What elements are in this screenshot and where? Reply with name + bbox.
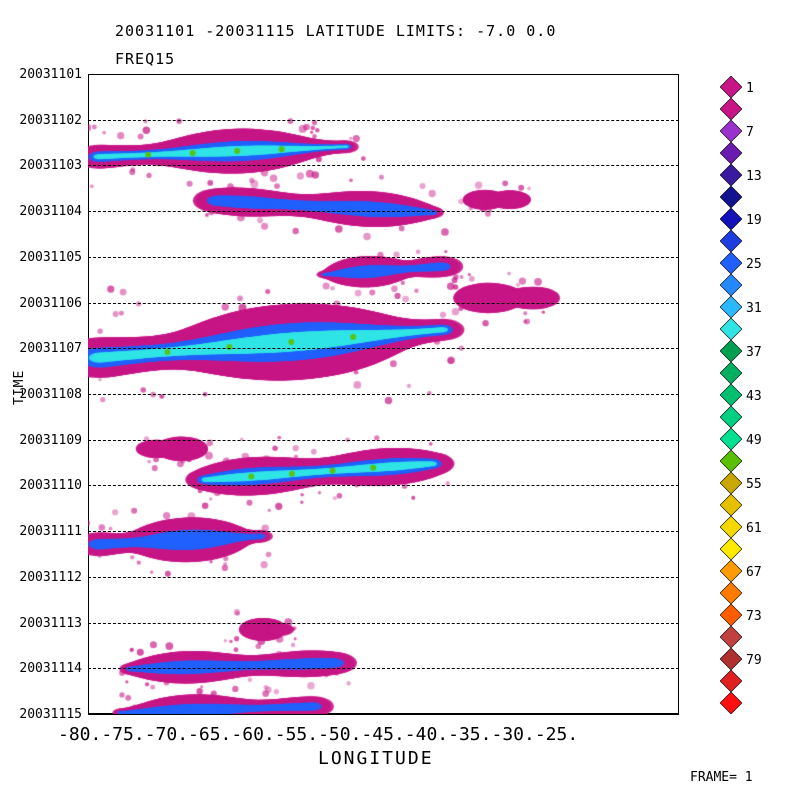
colorbar-swatch xyxy=(720,362,742,384)
gridline xyxy=(88,485,679,486)
colorbar-tick: 73 xyxy=(746,609,762,624)
colorbar-swatch xyxy=(720,670,742,692)
colorbar-tick: 55 xyxy=(746,477,762,492)
y-tick-label: 20031113 xyxy=(12,616,82,631)
colorbar-swatch xyxy=(720,582,742,604)
colorbar-swatch xyxy=(720,406,742,428)
colorbar-tick: 1 xyxy=(746,81,754,96)
y-tick-label: 20031106 xyxy=(12,296,82,311)
y-tick-label: 20031101 xyxy=(12,67,82,82)
colorbar: 1 7 13 19 25 31 37 43 49 55 61 67 73 79 xyxy=(720,76,790,714)
colorbar-swatch xyxy=(720,604,742,626)
y-tick-label: 20031112 xyxy=(12,570,82,585)
colorbar-swatch xyxy=(720,538,742,560)
gridline xyxy=(88,303,679,304)
y-tick-label: 20031104 xyxy=(12,204,82,219)
colorbar-tick: 67 xyxy=(746,565,762,580)
colorbar-swatch xyxy=(720,274,742,296)
colorbar-swatch xyxy=(720,318,742,340)
y-tick-label: 20031110 xyxy=(12,478,82,493)
colorbar-swatch xyxy=(720,230,742,252)
y-tick-label: 20031109 xyxy=(12,433,82,448)
y-tick-label: 20031102 xyxy=(12,113,82,128)
colorbar-tick: 37 xyxy=(746,345,762,360)
colorbar-swatch xyxy=(720,648,742,670)
colorbar-swatch xyxy=(720,560,742,582)
colorbar-swatch xyxy=(720,384,742,406)
gridline xyxy=(88,714,679,715)
colorbar-tick: 25 xyxy=(746,257,762,272)
gridline xyxy=(88,74,679,75)
colorbar-tick: 31 xyxy=(746,301,762,316)
colorbar-swatch xyxy=(720,340,742,362)
colorbar-tick: 49 xyxy=(746,433,762,448)
x-axis-label: LONGITUDE xyxy=(318,748,434,769)
colorbar-swatch xyxy=(720,76,742,98)
colorbar-tick: 61 xyxy=(746,521,762,536)
colorbar-swatch xyxy=(720,252,742,274)
colorbar-swatch xyxy=(720,472,742,494)
y-tick-label: 20031115 xyxy=(12,707,82,722)
colorbar-swatch xyxy=(720,186,742,208)
y-tick-label: 20031107 xyxy=(12,341,82,356)
chart-title: 20031101 -20031115 LATITUDE LIMITS: -7.0… xyxy=(115,22,556,40)
colorbar-swatch xyxy=(720,516,742,538)
colorbar-swatch xyxy=(720,428,742,450)
gridline xyxy=(88,257,679,258)
colorbar-swatch xyxy=(720,164,742,186)
colorbar-tick: 79 xyxy=(746,653,762,668)
colorbar-tick: 19 xyxy=(746,213,762,228)
colorbar-swatch xyxy=(720,450,742,472)
gridline xyxy=(88,211,679,212)
colorbar-tick: 43 xyxy=(746,389,762,404)
y-tick-label: 20031114 xyxy=(12,661,82,676)
colorbar-swatch xyxy=(720,626,742,648)
x-axis-ticks: -80.-75.-70.-65.-60.-55.-50.-45.-40.-35.… xyxy=(58,724,578,745)
gridline xyxy=(88,120,679,121)
gridline xyxy=(88,531,679,532)
colorbar-swatch xyxy=(720,98,742,120)
gridline xyxy=(88,165,679,166)
gridline xyxy=(88,440,679,441)
frame-number: FRAME= 1 xyxy=(690,770,753,785)
colorbar-swatch xyxy=(720,142,742,164)
colorbar-swatch xyxy=(720,296,742,318)
gridline xyxy=(88,348,679,349)
gridline xyxy=(88,394,679,395)
colorbar-tick: 13 xyxy=(746,169,762,184)
colorbar-tick: 7 xyxy=(746,125,754,140)
colorbar-swatch xyxy=(720,494,742,516)
colorbar-swatch xyxy=(720,692,742,714)
colorbar-swatch xyxy=(720,208,742,230)
y-tick-label: 20031111 xyxy=(12,524,82,539)
y-tick-label: 20031103 xyxy=(12,158,82,173)
colorbar-swatch xyxy=(720,120,742,142)
chart-subtitle: FREQ15 xyxy=(115,50,175,68)
gridline xyxy=(88,623,679,624)
gridline xyxy=(88,668,679,669)
y-tick-label: 20031108 xyxy=(12,387,82,402)
y-tick-label: 20031105 xyxy=(12,250,82,265)
gridline xyxy=(88,577,679,578)
